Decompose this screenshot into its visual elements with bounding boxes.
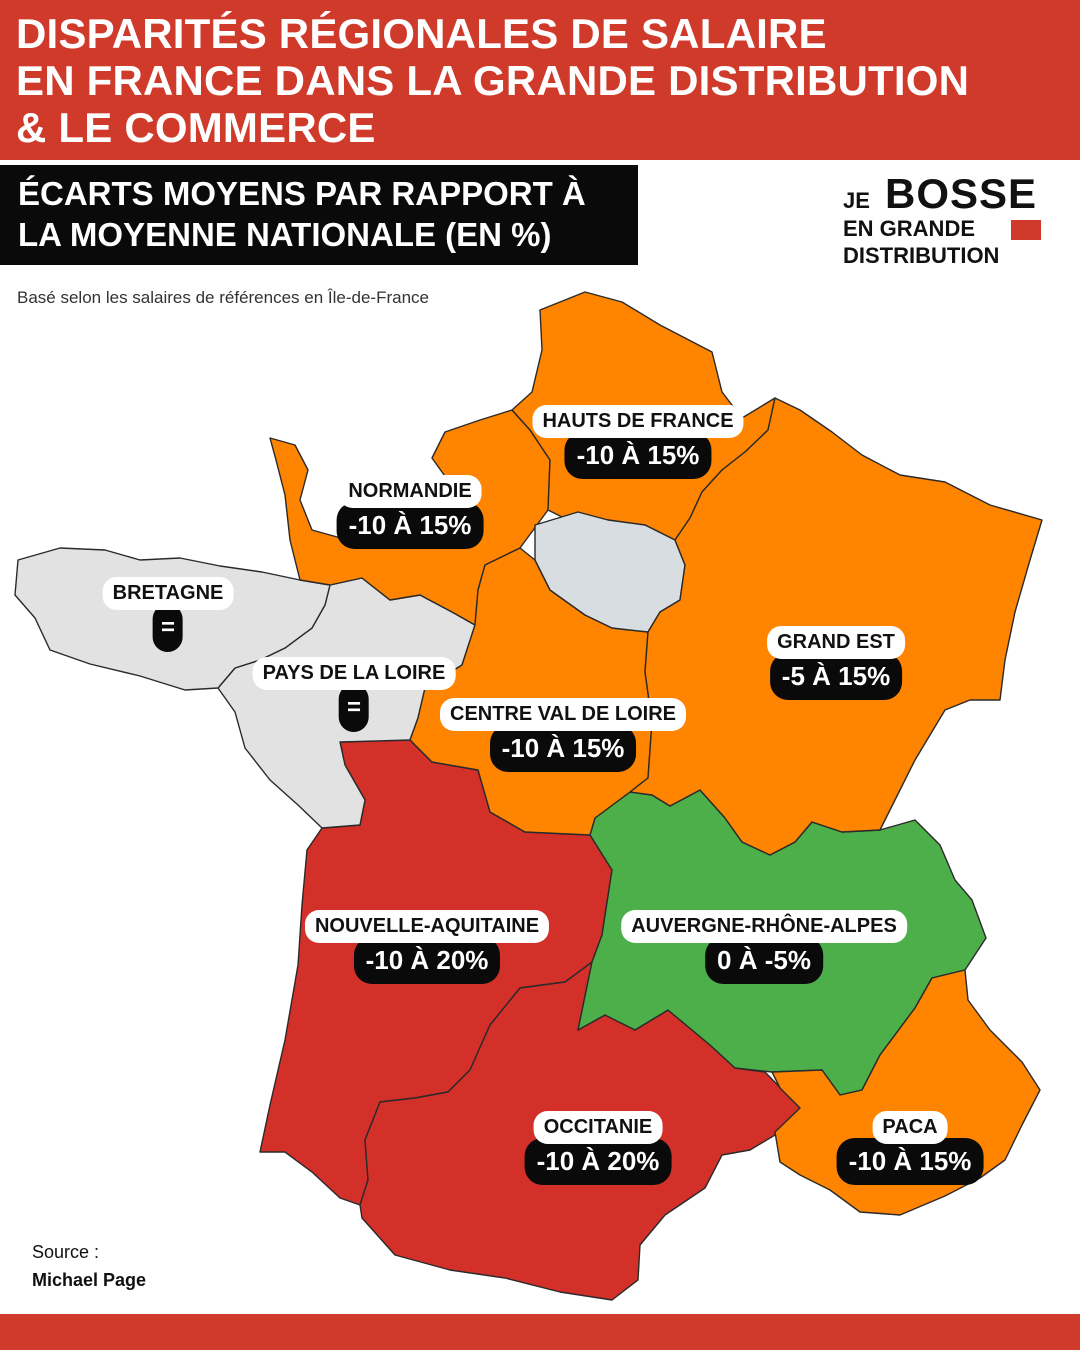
label-auvergne-rhone-alpes: AUVERGNE-RHÔNE-ALPES 0 À -5% <box>621 910 907 984</box>
region-name-normandie: NORMANDIE <box>338 475 482 508</box>
region-value-hauts-de-france: -10 À 15% <box>564 432 712 479</box>
label-occitanie: OCCITANIE -10 À 20% <box>524 1111 672 1185</box>
region-value-centre-val-de-loire: -10 À 15% <box>489 725 637 772</box>
label-grand-est: GRAND EST -5 À 15% <box>767 626 905 700</box>
region-value-bretagne: = <box>152 604 183 652</box>
brand-square <box>1011 220 1041 240</box>
source-label: Source : <box>32 1242 100 1262</box>
brand-line-2: EN GRANDE <box>843 216 976 241</box>
region-name-auvergne-rhone-alpes: AUVERGNE-RHÔNE-ALPES <box>621 910 907 943</box>
region-value-pays-de-la-loire: = <box>338 684 370 732</box>
region-value-auvergne-rhone-alpes: 0 À -5% <box>705 937 823 984</box>
subtitle-line-1: ÉCARTS MOYENS PAR RAPPORT À <box>18 175 586 212</box>
brand-logo: JE BOSSE EN GRANDE DISTRIBUTION <box>843 170 1048 272</box>
region-value-grand-est: -5 À 15% <box>769 653 903 700</box>
source-block: Source : Michael Page <box>32 1238 146 1294</box>
region-value-paca: -10 À 15% <box>836 1138 984 1185</box>
bottom-bar <box>0 1314 1080 1350</box>
region-name-hauts-de-france: HAUTS DE FRANCE <box>532 405 744 438</box>
title-line-2: EN FRANCE DANS LA GRANDE DISTRIBUTION <box>16 57 970 104</box>
region-name-occitanie: OCCITANIE <box>533 1111 663 1144</box>
title-banner: DISPARITÉS RÉGIONALES DE SALAIRE EN FRAN… <box>0 0 1080 160</box>
region-name-bretagne: BRETAGNE <box>102 577 234 610</box>
region-name-nouvelle-aquitaine: NOUVELLE-AQUITAINE <box>304 910 550 943</box>
region-name-paca: PACA <box>872 1111 948 1144</box>
region-name-grand-est: GRAND EST <box>767 626 905 659</box>
region-name-pays-de-la-loire: PAYS DE LA LOIRE <box>252 657 456 690</box>
brand-line-3: DISTRIBUTION <box>843 243 1000 268</box>
title-line-3: & LE COMMERCE <box>16 104 376 151</box>
brand-bosse: BOSSE <box>885 170 1038 217</box>
label-hauts-de-france: HAUTS DE FRANCE -10 À 15% <box>532 405 744 479</box>
region-name-centre-val-de-loire: CENTRE VAL DE LOIRE <box>440 698 686 731</box>
subtitle-line-2: LA MOYENNE NATIONALE (EN %) <box>18 216 552 253</box>
region-value-normandie: -10 À 15% <box>336 502 484 549</box>
reference-note: Basé selon les salaires de références en… <box>17 288 429 307</box>
label-paca: PACA -10 À 15% <box>836 1111 984 1185</box>
label-pays-de-la-loire: PAYS DE LA LOIRE = <box>252 657 456 732</box>
label-centre-val-de-loire: CENTRE VAL DE LOIRE -10 À 15% <box>440 698 686 772</box>
title-line-1: DISPARITÉS RÉGIONALES DE SALAIRE <box>16 10 827 57</box>
subtitle-box: ÉCARTS MOYENS PAR RAPPORT À LA MOYENNE N… <box>0 165 638 265</box>
label-bretagne: BRETAGNE = <box>102 577 234 652</box>
label-normandie: NORMANDIE -10 À 15% <box>336 475 484 549</box>
label-nouvelle-aquitaine: NOUVELLE-AQUITAINE -10 À 20% <box>304 910 550 984</box>
source-name: Michael Page <box>32 1270 147 1290</box>
region-value-occitanie: -10 À 20% <box>524 1138 672 1185</box>
region-value-nouvelle-aquitaine: -10 À 20% <box>353 937 501 984</box>
brand-je: JE <box>843 188 870 213</box>
